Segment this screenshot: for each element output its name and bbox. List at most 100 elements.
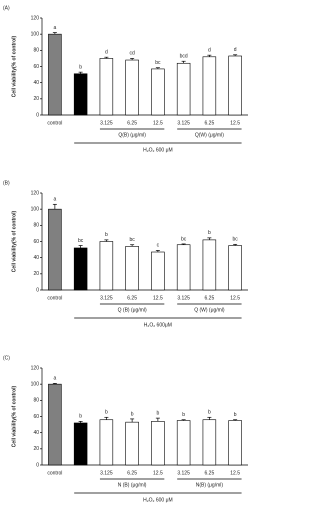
significance-letter: cd	[129, 51, 135, 57]
group-label: Q(W) (μg/ml)	[195, 132, 224, 138]
group-label: Q(B) (μg/ml)	[118, 132, 146, 138]
y-tick-label: 20	[33, 271, 39, 277]
y-tick-label: 120	[31, 190, 40, 196]
bar	[228, 245, 242, 291]
significance-letter: b	[182, 412, 185, 418]
bar	[176, 420, 191, 466]
significance-letter: b	[234, 412, 237, 418]
y-tick-label: 60	[33, 239, 39, 245]
bar	[176, 62, 191, 116]
y-axis-label: Cell viability(% of control)	[11, 385, 17, 447]
significance-letter: b	[131, 411, 134, 417]
bar	[176, 244, 191, 291]
y-tick-label: 80	[33, 223, 39, 229]
x-tick-label: 3.125	[177, 295, 190, 301]
bar	[228, 55, 242, 116]
x-tick-label: 3.125	[177, 470, 190, 476]
y-tick-label: 80	[33, 398, 39, 404]
significance-letter: bc	[129, 237, 135, 243]
bar	[99, 241, 114, 291]
y-tick-label: 60	[33, 414, 39, 420]
significance-letter: bcd	[180, 54, 188, 60]
x-tick-label: 6.25	[127, 120, 137, 126]
x-tick-label: control	[47, 120, 62, 126]
x-tick-label: 12.5	[153, 120, 163, 126]
significance-letter: a	[53, 376, 56, 382]
significance-letter: b	[79, 414, 82, 420]
bar	[202, 56, 217, 116]
treatment-label: H₂O₂ 600 μM	[143, 497, 173, 503]
treatment-label: H₂O₂ 600 μM	[143, 147, 173, 153]
significance-letter: b	[79, 64, 82, 70]
x-tick-label: 12.5	[153, 470, 163, 476]
y-tick-label: 100	[31, 31, 40, 37]
x-tick-label: 6.25	[205, 295, 215, 301]
bar	[228, 420, 242, 466]
y-axis-label: Cell viability(% of control)	[11, 210, 17, 272]
bar	[48, 208, 62, 291]
x-tick-label: 6.25	[205, 470, 215, 476]
group-label: N(B) (μg/ml)	[196, 482, 224, 488]
y-tick-label: 20	[33, 96, 39, 102]
significance-letter: b	[208, 230, 211, 236]
y-tick-label: 60	[33, 64, 39, 70]
significance-letter: d	[208, 48, 211, 54]
bar	[125, 421, 139, 466]
group-label: Q (B) (μg/ml)	[118, 307, 147, 313]
bar	[125, 246, 139, 291]
y-tick-label: 40	[33, 80, 39, 86]
bar	[48, 383, 62, 466]
bar	[151, 68, 165, 116]
bar	[151, 421, 165, 466]
significance-letter: d	[105, 50, 108, 56]
x-tick-label: control	[47, 470, 62, 476]
bar	[73, 422, 88, 466]
y-tick-label: 40	[33, 430, 39, 436]
figure: (A) Cell viability(% of control) 0 20 40 60 80…	[3, 5, 248, 503]
significance-letter: a	[53, 25, 56, 31]
y-axis-label: Cell viability(% of control)	[11, 35, 17, 97]
significance-letter: c	[157, 243, 160, 249]
significance-letter: a	[53, 197, 56, 203]
x-tick-label: 12.5	[230, 295, 240, 301]
significance-letter: bc	[181, 236, 187, 242]
bar	[48, 33, 62, 116]
y-tick-label: 120	[31, 365, 40, 371]
bar	[73, 247, 88, 291]
y-tick-label: 120	[31, 15, 40, 21]
x-tick-label: 3.125	[100, 295, 113, 301]
bar	[151, 251, 165, 291]
y-tick-label: 100	[31, 206, 40, 212]
x-tick-label: 6.25	[127, 295, 137, 301]
x-tick-label: 3.125	[177, 120, 190, 126]
significance-letter: b	[105, 410, 108, 416]
x-tick-label: 6.25	[127, 470, 137, 476]
y-tick-label: 0	[36, 287, 39, 293]
significance-letter: bc	[155, 60, 161, 66]
y-tick-label: 0	[36, 462, 39, 468]
x-tick-label: 3.125	[100, 120, 113, 126]
bar	[202, 239, 217, 291]
bar	[73, 73, 88, 116]
panel-label: (A)	[3, 5, 10, 11]
significance-letter: bc	[78, 238, 84, 244]
y-tick-label: 100	[31, 381, 40, 387]
significance-letter: b	[156, 410, 159, 416]
group-label: Q (W) (μg/ml)	[194, 307, 225, 313]
x-tick-label: 12.5	[230, 120, 240, 126]
x-tick-label: 12.5	[153, 295, 163, 301]
significance-letter: b	[208, 410, 211, 416]
x-tick-label: 3.125	[100, 470, 113, 476]
x-tick-label: 12.5	[230, 470, 240, 476]
bar	[99, 419, 114, 466]
significance-letter: d	[234, 47, 237, 53]
significance-letter: b	[105, 232, 108, 238]
treatment-label: H₂O₂ 600μM	[144, 322, 172, 328]
y-tick-label: 20	[33, 446, 39, 452]
bar	[202, 419, 217, 466]
bar	[125, 59, 139, 116]
y-tick-label: 80	[33, 48, 39, 54]
bar	[99, 58, 114, 116]
y-tick-label: 40	[33, 255, 39, 261]
x-tick-label: control	[47, 295, 62, 301]
